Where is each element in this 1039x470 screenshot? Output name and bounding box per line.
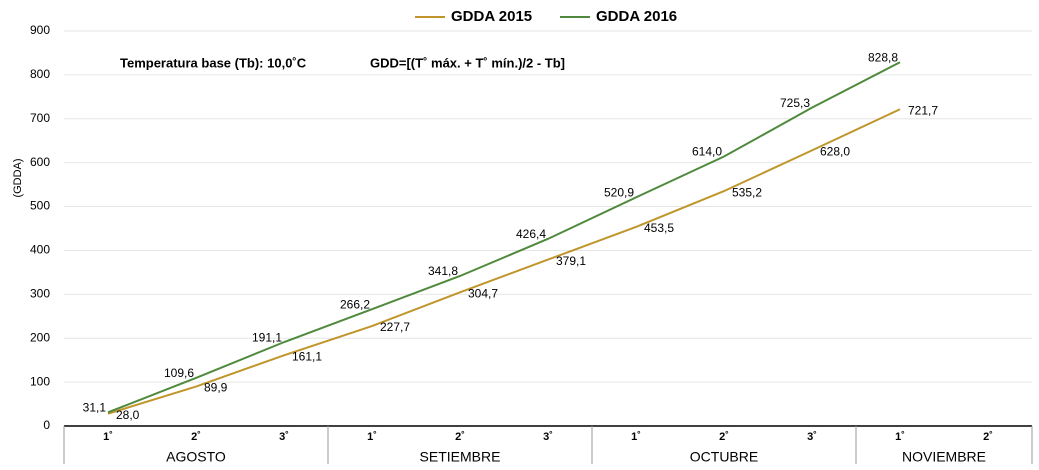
data-label: 535,2 [732,185,762,199]
data-label: 628,0 [820,145,850,159]
x-tick-label: 2˚ [455,431,465,443]
data-label: 227,7 [380,320,410,334]
y-tick-label: 700 [30,111,50,125]
x-tick-label: 2˚ [983,431,993,443]
y-axis-label: (GDDA) [12,158,24,197]
data-label: 304,7 [468,286,498,300]
x-tick-label: 1˚ [103,431,113,443]
series-line [107,108,901,415]
data-label: 109,6 [164,366,194,380]
data-label: 31,1 [83,401,107,415]
y-tick-label: 900 [30,23,50,37]
data-label: 520,9 [604,186,634,200]
y-tick-label: 0 [43,418,50,432]
data-label: 721,7 [908,103,938,117]
data-label: 266,2 [340,297,370,311]
x-tick-label: 3˚ [807,431,817,443]
data-label: 89,9 [204,381,228,395]
data-label: 191,1 [252,330,282,344]
legend-label: GDDA 2016 [596,8,677,25]
x-tick-label: 1˚ [631,431,641,443]
y-tick-label: 400 [30,243,50,257]
data-label: 453,5 [644,221,674,235]
data-label: 161,1 [292,349,322,363]
legend-label: GDDA 2015 [451,8,532,25]
y-tick-label: 500 [30,199,50,213]
data-label: 426,4 [516,227,546,241]
annotation: GDD=[(T˚ máx. + T˚ mín.)/2 - Tb] [370,55,565,70]
data-label: 725,3 [780,96,810,110]
y-tick-label: 200 [30,330,50,344]
y-tick-label: 600 [30,155,50,169]
data-label: 28,0 [116,408,140,422]
group-label: NOVIEMBRE [902,449,986,465]
x-tick-label: 1˚ [895,431,905,443]
data-label: 341,8 [428,264,458,278]
data-label: 828,8 [868,50,898,64]
series-line [107,61,901,414]
data-label: 614,0 [692,145,722,159]
x-tick-label: 3˚ [279,431,289,443]
group-label: SETIEMBRE [420,449,501,465]
y-tick-label: 100 [30,374,50,388]
x-tick-label: 2˚ [191,431,201,443]
group-label: AGOSTO [166,449,226,465]
annotation: Temperatura base (Tb): 10,0˚C [120,55,307,70]
x-tick-label: 1˚ [367,431,377,443]
data-label: 379,1 [556,254,586,268]
x-tick-label: 2˚ [719,431,729,443]
y-tick-label: 800 [30,67,50,81]
group-label: OCTUBRE [690,449,758,465]
y-tick-label: 300 [30,287,50,301]
x-tick-label: 3˚ [543,431,553,443]
